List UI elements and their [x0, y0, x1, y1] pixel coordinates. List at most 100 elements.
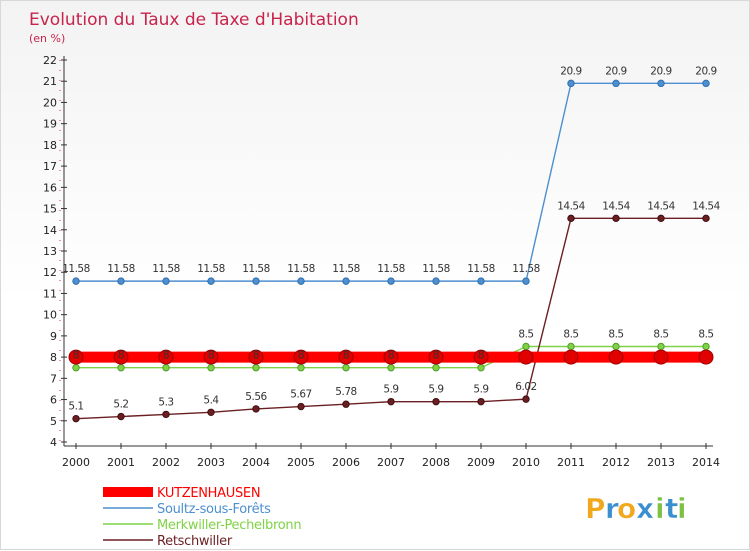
- series-point-2: [477, 364, 485, 372]
- y-tick-label: 14: [43, 224, 57, 237]
- data-label-2: 8: [478, 350, 484, 362]
- series-point-1: [387, 277, 395, 285]
- series-point-2: [612, 342, 620, 351]
- series-point-0: [383, 349, 399, 365]
- legend-label-0: KUTZENHAUSEN: [157, 486, 260, 501]
- series-point-3: [72, 414, 80, 423]
- data-label-2: 8: [298, 350, 304, 362]
- legend-swatch-0: [103, 487, 153, 497]
- data-label-1: 20.9: [695, 65, 716, 77]
- data-label-1: 20.9: [605, 65, 626, 77]
- series-point-3: [522, 395, 530, 403]
- chart-title: Evolution du Taux de Taxe d'Habitation: [29, 10, 359, 30]
- y-tick-label: 15: [43, 203, 57, 216]
- series-point-1: [612, 79, 620, 88]
- series-point-2: [207, 364, 215, 372]
- series-point-3: [162, 410, 170, 419]
- series-point-1: [522, 277, 530, 285]
- series-point-3: [567, 214, 575, 223]
- data-label-2: 8: [118, 350, 124, 362]
- series-point-0: [248, 349, 264, 365]
- data-label-3: 14.54: [692, 200, 720, 212]
- y-tick-label: 12: [43, 266, 57, 279]
- y-tick-label: 5: [50, 415, 57, 428]
- data-label-1: 11.58: [107, 263, 135, 275]
- series-point-3: [432, 397, 440, 406]
- logo-letter: t: [665, 492, 678, 525]
- logo-letter: i: [655, 492, 665, 525]
- y-tick-label: 18: [43, 139, 57, 152]
- data-label-3: 5.9: [428, 384, 443, 396]
- data-label-3: 14.54: [647, 200, 675, 212]
- data-label-3: 6.02: [515, 381, 536, 393]
- series-point-2: [567, 342, 575, 351]
- series-point-1: [702, 79, 710, 88]
- series-point-3: [342, 400, 350, 408]
- series-point-0: [698, 349, 714, 365]
- y-tick-label: 16: [43, 181, 57, 194]
- x-tick-label: 2001: [107, 456, 135, 469]
- x-tick-label: 2012: [602, 456, 630, 469]
- y-tick-label: 13: [43, 245, 57, 258]
- series-point-2: [657, 342, 665, 351]
- series-point-1: [342, 277, 350, 285]
- x-tick-label: 2009: [467, 456, 495, 469]
- y-tick-label: 4: [50, 436, 57, 449]
- series-point-0: [563, 349, 579, 365]
- series-point-0: [293, 349, 309, 365]
- series-point-1: [297, 277, 305, 285]
- series-point-2: [432, 364, 440, 372]
- y-tick-label: 6: [50, 394, 57, 407]
- data-label-2: 8.5: [563, 329, 578, 341]
- data-label-3: 5.4: [203, 394, 219, 406]
- series-point-2: [72, 364, 80, 372]
- data-label-2: 8: [433, 350, 439, 362]
- data-label-1: 20.9: [650, 65, 671, 77]
- data-label-3: 5.2: [113, 399, 128, 411]
- data-label-3: 14.54: [602, 200, 630, 212]
- data-label-3: 5.78: [335, 386, 356, 398]
- series-point-2: [117, 364, 125, 372]
- logo-letter: o: [617, 492, 636, 525]
- data-label-1: 11.58: [62, 263, 90, 275]
- x-tick-label: 2014: [692, 456, 720, 469]
- series-point-0: [653, 349, 669, 365]
- data-label-3: 5.56: [245, 391, 267, 403]
- data-label-1: 11.58: [512, 263, 540, 275]
- data-label-1: 11.58: [287, 263, 315, 275]
- axes: 4 5 6 7 8 9 10 11 12 13 14 15 16 17 18 19 20 21 22 2000 2001…: [43, 54, 720, 469]
- y-tick-label: 9: [50, 330, 57, 343]
- x-tick-label: 2013: [647, 456, 675, 469]
- y-tick-label: 10: [43, 309, 57, 322]
- series-point-1: [252, 277, 260, 285]
- x-tick-label: 2005: [287, 456, 315, 469]
- legend-label-2: Merkwiller-Pechelbronn: [157, 518, 301, 533]
- legend-label-3: Retschwiller: [157, 534, 233, 549]
- series-point-1: [567, 79, 575, 88]
- data-label-1: 20.9: [560, 65, 581, 77]
- data-label-1: 11.58: [332, 263, 360, 275]
- data-label-3: 5.67: [290, 389, 311, 401]
- series-point-3: [207, 408, 215, 416]
- data-label-2: 8: [163, 350, 169, 362]
- legend: KUTZENHAUSENSoultz-sous-ForêtsMerkwiller…: [103, 486, 302, 549]
- series-point-0: [68, 349, 84, 365]
- data-label-2: 8: [73, 350, 79, 362]
- data-label-2: 8.5: [698, 329, 713, 341]
- x-tick-label: 2008: [422, 456, 450, 469]
- data-label-2: 8: [388, 350, 394, 362]
- series-point-3: [702, 214, 710, 223]
- series-point-0: [158, 349, 174, 365]
- series-point-0: [473, 349, 489, 365]
- series-point-2: [252, 364, 260, 372]
- data-label-1: 11.58: [377, 263, 405, 275]
- y-tick-label: 22: [43, 54, 57, 67]
- data-label-2: 8: [253, 350, 259, 362]
- data-label-1: 11.58: [422, 263, 450, 275]
- x-tick-label: 2007: [377, 456, 405, 469]
- data-label-3: 14.54: [557, 200, 585, 212]
- x-tick-label: 2000: [62, 456, 90, 469]
- series-line-1: [76, 82, 706, 282]
